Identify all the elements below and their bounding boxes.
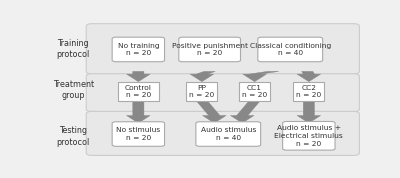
FancyBboxPatch shape	[196, 122, 261, 146]
Polygon shape	[297, 71, 321, 82]
Text: Treatment
group: Treatment group	[53, 80, 94, 100]
Polygon shape	[126, 101, 150, 123]
Polygon shape	[297, 101, 321, 123]
Text: Positive punishment
n = 20: Positive punishment n = 20	[172, 43, 248, 56]
FancyBboxPatch shape	[179, 37, 240, 62]
Text: No training
n = 20: No training n = 20	[118, 43, 159, 56]
Polygon shape	[230, 101, 260, 123]
FancyBboxPatch shape	[86, 24, 359, 74]
FancyBboxPatch shape	[112, 37, 164, 62]
Text: Control
n = 20: Control n = 20	[125, 85, 152, 98]
Polygon shape	[190, 71, 215, 82]
Text: Audio stimulus +
Electrical stimulus
n = 20: Audio stimulus + Electrical stimulus n =…	[274, 125, 343, 146]
Text: PP
n = 20: PP n = 20	[189, 85, 214, 98]
FancyBboxPatch shape	[258, 37, 323, 62]
Text: CC2
n = 20: CC2 n = 20	[296, 85, 322, 98]
FancyBboxPatch shape	[118, 82, 158, 101]
FancyBboxPatch shape	[239, 82, 270, 101]
FancyBboxPatch shape	[112, 122, 164, 146]
Text: Testing
protocol: Testing protocol	[57, 126, 90, 146]
Polygon shape	[126, 71, 150, 82]
FancyBboxPatch shape	[293, 82, 324, 101]
FancyBboxPatch shape	[283, 121, 335, 150]
Polygon shape	[196, 101, 226, 123]
Polygon shape	[243, 71, 279, 82]
Text: CC1
n = 20: CC1 n = 20	[242, 85, 267, 98]
Text: Classical conditioning
n = 40: Classical conditioning n = 40	[250, 43, 331, 56]
FancyBboxPatch shape	[86, 74, 359, 112]
Text: Audio stimulus
n = 40: Audio stimulus n = 40	[200, 127, 256, 141]
FancyBboxPatch shape	[186, 82, 218, 101]
Text: Training
protocol: Training protocol	[57, 39, 90, 59]
Text: No stimulus
n = 20: No stimulus n = 20	[116, 127, 160, 141]
FancyBboxPatch shape	[86, 111, 359, 155]
